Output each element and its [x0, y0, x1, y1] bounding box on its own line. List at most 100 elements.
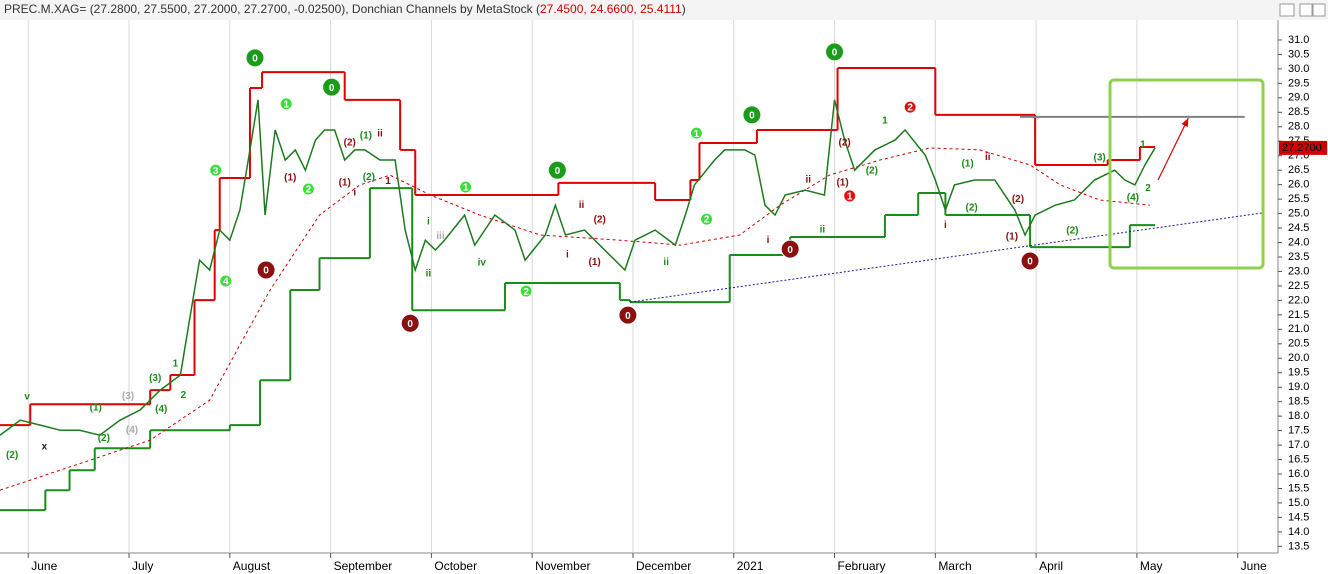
wave-label: i	[427, 217, 430, 228]
wave-label: (2)	[866, 166, 878, 177]
y-tick-label: 13.5	[1288, 540, 1309, 552]
wave-label: 0	[832, 47, 838, 58]
chart-title: PREC.M.XAG= (27.2800, 27.5500, 27.2000, …	[4, 2, 686, 16]
x-tick-label: May	[1140, 559, 1163, 573]
y-tick-label: 28.5	[1288, 106, 1309, 118]
wave-label: 2	[181, 390, 187, 401]
title-main: PREC.M.XAG= (27.2800, 27.5500, 27.2000, …	[4, 2, 540, 16]
y-tick-label: 18.5	[1288, 396, 1309, 408]
wave-label: (2)	[363, 172, 375, 183]
wave-label: 0	[625, 311, 631, 322]
wave-marker	[459, 180, 473, 194]
wave-label: 2	[704, 215, 710, 226]
wave-label: 3	[213, 166, 219, 177]
wave-marker	[519, 284, 533, 298]
wave-marker	[903, 100, 917, 114]
dashed-line	[0, 147, 1151, 491]
wave-label: (2)	[594, 215, 606, 226]
wave-label: 0	[555, 166, 561, 177]
y-tick-label: 29.5	[1288, 77, 1309, 89]
wave-label: 0	[1027, 257, 1033, 268]
wave-label: (2)	[838, 138, 850, 149]
restore-button[interactable]	[1299, 3, 1313, 17]
wave-marker	[547, 160, 567, 180]
header-bar	[0, 0, 1328, 20]
wave-marker	[219, 274, 233, 288]
wave-label: (4)	[126, 425, 138, 436]
wave-label: (1)	[961, 159, 973, 170]
wave-label: i	[767, 235, 770, 246]
wave-label: 2	[907, 103, 913, 114]
y-tick-label: 16.5	[1288, 453, 1309, 465]
x-tick-label: June	[1241, 559, 1267, 573]
wave-label: 1	[385, 176, 391, 187]
y-tick-label: 21.5	[1288, 309, 1309, 321]
wave-label: iii	[436, 231, 445, 242]
x-tick-label: November	[535, 559, 590, 573]
y-tick-label: 23.5	[1288, 251, 1309, 263]
wave-label: 0	[407, 319, 413, 330]
wave-label: (4)	[155, 404, 167, 415]
wave-label: (3)	[122, 391, 134, 402]
wave-label: ii	[663, 257, 669, 268]
x-tick-label: September	[334, 559, 393, 573]
y-tick-label: 28.0	[1288, 121, 1309, 133]
wave-marker	[742, 105, 762, 125]
wave-label: 0	[787, 245, 793, 256]
x-tick-label: April	[1039, 559, 1063, 573]
y-tick-label: 20.0	[1288, 352, 1309, 364]
wave-marker	[1020, 251, 1040, 271]
wave-label: 1	[283, 100, 289, 111]
x-tick-label: March	[938, 559, 971, 573]
x-tick-label: June	[31, 559, 57, 573]
y-tick-label: 20.5	[1288, 338, 1309, 350]
wave-label: ii	[426, 269, 432, 280]
wave-marker	[256, 260, 276, 280]
y-axis-panel	[1278, 20, 1328, 574]
wave-marker	[700, 212, 714, 226]
wave-marker	[245, 48, 265, 68]
arrow-head	[1181, 118, 1189, 128]
wave-label: i	[566, 250, 569, 261]
y-tick-label: 22.5	[1288, 280, 1309, 292]
wave-label: i	[353, 188, 356, 199]
wave-label: (1)	[360, 131, 372, 142]
y-tick-label: 26.0	[1288, 179, 1309, 191]
wave-marker	[618, 305, 638, 325]
wave-label: 2	[306, 185, 312, 196]
y-tick-label: 17.5	[1288, 425, 1309, 437]
y-tick-label: 14.5	[1288, 511, 1309, 523]
wave-marker	[209, 163, 223, 177]
y-tick-label: 25.0	[1288, 207, 1309, 219]
y-tick-label: 16.0	[1288, 468, 1309, 480]
wave-label: 1	[173, 359, 179, 370]
y-tick-label: 30.0	[1288, 63, 1309, 75]
x-tick-label: 2021	[737, 559, 764, 573]
wave-label: (2)	[6, 450, 18, 461]
y-tick-label: 21.0	[1288, 323, 1309, 335]
y-tick-label: 15.5	[1288, 482, 1309, 494]
indicator-values: 27.4500, 24.6600, 25.4111	[540, 2, 682, 16]
wave-label: (1)	[589, 257, 601, 268]
x-tick-label: October	[434, 559, 477, 573]
title-end: )	[682, 2, 686, 16]
minimize-button[interactable]	[1279, 3, 1295, 17]
wave-label: (1)	[1006, 232, 1018, 243]
wave-label: v	[24, 392, 30, 403]
x-tick-label: August	[233, 559, 271, 573]
wave-label: i	[944, 220, 947, 231]
y-tick-label: 31.0	[1288, 34, 1309, 46]
wave-marker	[322, 77, 342, 97]
wave-label: 1	[694, 129, 700, 140]
y-tick-label: 18.0	[1288, 410, 1309, 422]
wave-label: 0	[252, 54, 258, 65]
last-price-label: 27.2700	[1282, 142, 1322, 154]
wave-label: ii	[806, 175, 812, 186]
wave-label: 2	[1145, 183, 1151, 194]
wave-label: 0	[329, 83, 335, 94]
close-button[interactable]	[1312, 3, 1326, 17]
wave-label: 1	[847, 192, 853, 203]
wave-label: (2)	[98, 433, 110, 444]
